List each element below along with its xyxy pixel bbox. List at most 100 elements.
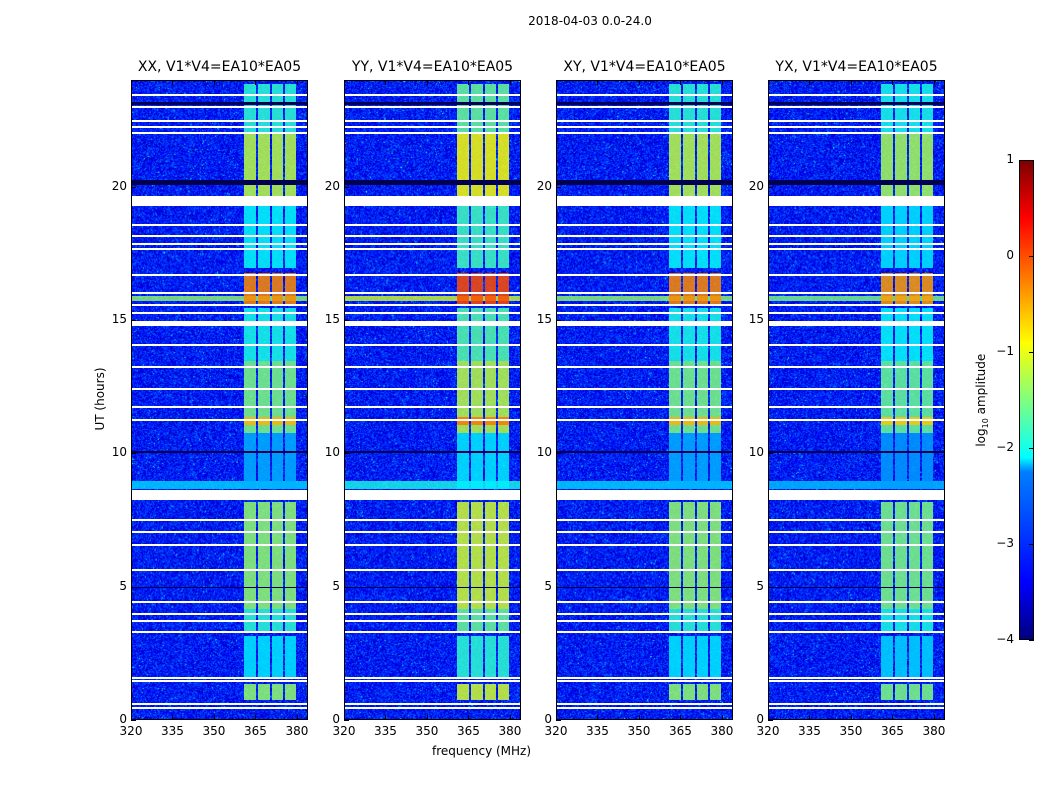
band-block bbox=[457, 683, 469, 700]
x-tick-mark bbox=[556, 715, 557, 720]
colorbar bbox=[1019, 160, 1034, 640]
y-tick-mark bbox=[344, 186, 349, 188]
flagged-row bbox=[769, 125, 944, 128]
band-block bbox=[881, 683, 893, 700]
band-block bbox=[271, 83, 283, 135]
band-block bbox=[244, 361, 256, 433]
flagged-row bbox=[345, 531, 520, 534]
flagged-row bbox=[557, 93, 732, 96]
flagged-row bbox=[769, 344, 944, 347]
y-tick-mark bbox=[131, 720, 136, 721]
flagged-row bbox=[769, 235, 944, 238]
x-tick-label: 320 bbox=[544, 724, 568, 738]
band-block bbox=[457, 83, 469, 135]
y-tick-label: 10 bbox=[111, 445, 127, 460]
band-block bbox=[457, 361, 469, 433]
band-block bbox=[498, 635, 509, 679]
flagged-row bbox=[132, 312, 307, 315]
band-block bbox=[908, 683, 920, 700]
band-block bbox=[258, 83, 270, 135]
band-block bbox=[696, 307, 708, 361]
flagged-row bbox=[345, 406, 520, 409]
y-tick-label: 0 bbox=[332, 712, 340, 726]
band-block bbox=[271, 635, 283, 679]
dark-row bbox=[132, 102, 307, 105]
band-block bbox=[484, 433, 496, 489]
flagged-row bbox=[345, 612, 520, 615]
flagged-row bbox=[132, 321, 307, 327]
flagged-row bbox=[769, 365, 944, 368]
y-tick-label: 20 bbox=[324, 178, 340, 193]
band-block bbox=[484, 307, 496, 361]
flagged-row bbox=[345, 344, 520, 347]
band-block bbox=[258, 502, 270, 609]
y-tick-label: 10 bbox=[748, 445, 764, 460]
dark-row bbox=[557, 586, 732, 589]
flagged-row bbox=[769, 224, 944, 227]
flagged-row bbox=[345, 120, 520, 123]
panel-title: YX, V1*V4=EA10*EA05 bbox=[775, 59, 938, 75]
band-block bbox=[710, 83, 721, 135]
x-tick-label: 335 bbox=[374, 724, 397, 738]
band-block bbox=[471, 361, 483, 433]
band-block bbox=[471, 433, 483, 489]
flagged-row bbox=[557, 243, 732, 246]
flagged-row bbox=[345, 132, 520, 135]
band-block bbox=[696, 273, 708, 305]
colorbar-tick-label: −1 bbox=[996, 344, 1014, 358]
band-block bbox=[669, 273, 681, 305]
flagged-row bbox=[132, 120, 307, 123]
flagged-row bbox=[345, 125, 520, 128]
y-tick-mark bbox=[131, 453, 136, 455]
band-block bbox=[258, 683, 270, 700]
band-block bbox=[696, 433, 708, 489]
band-block bbox=[285, 83, 296, 135]
flagged-row bbox=[769, 105, 944, 108]
y-tick-label: 15 bbox=[536, 312, 552, 326]
band-block bbox=[457, 307, 469, 361]
band-block bbox=[710, 307, 721, 361]
band-block bbox=[710, 433, 721, 489]
dark-row bbox=[345, 179, 520, 185]
band-block bbox=[285, 273, 296, 305]
flagged-row bbox=[132, 195, 307, 207]
x-tick-mark bbox=[385, 715, 387, 720]
flagged-row bbox=[769, 248, 944, 251]
flagged-row bbox=[132, 273, 307, 276]
band-block bbox=[669, 502, 681, 609]
flagged-row bbox=[557, 321, 732, 327]
x-tick-label: 380 bbox=[285, 724, 309, 738]
flagged-row bbox=[769, 312, 944, 315]
flagged-row bbox=[132, 304, 307, 307]
flagged-row bbox=[345, 273, 520, 276]
flagged-row bbox=[132, 612, 307, 615]
flagged-row bbox=[557, 132, 732, 135]
y-tick-mark bbox=[556, 320, 561, 321]
colorbar-tick-mark bbox=[1029, 448, 1034, 449]
flagged-row bbox=[132, 531, 307, 534]
flagged-row bbox=[132, 365, 307, 368]
flagged-row bbox=[132, 248, 307, 251]
flagged-row bbox=[132, 243, 307, 246]
flagged-row bbox=[557, 120, 732, 123]
band-block bbox=[922, 683, 933, 700]
band-block bbox=[696, 683, 708, 700]
y-tick-label: 20 bbox=[111, 178, 127, 193]
flagged-row bbox=[345, 707, 520, 710]
y-tick-label: 10 bbox=[324, 445, 340, 460]
flagged-row bbox=[557, 304, 732, 307]
flagged-row bbox=[132, 132, 307, 135]
flagged-row bbox=[132, 707, 307, 710]
flagged-row bbox=[557, 702, 732, 705]
flagged-row bbox=[557, 600, 732, 603]
y-tick-label: 0 bbox=[756, 712, 764, 726]
band-block bbox=[498, 683, 509, 700]
band-block bbox=[683, 307, 695, 361]
y-tick-label: 5 bbox=[332, 578, 340, 593]
flagged-row bbox=[557, 344, 732, 347]
x-tick-mark bbox=[468, 715, 470, 720]
flagged-row bbox=[132, 419, 307, 422]
dark-row bbox=[345, 451, 520, 453]
y-tick-label: 15 bbox=[111, 312, 127, 326]
